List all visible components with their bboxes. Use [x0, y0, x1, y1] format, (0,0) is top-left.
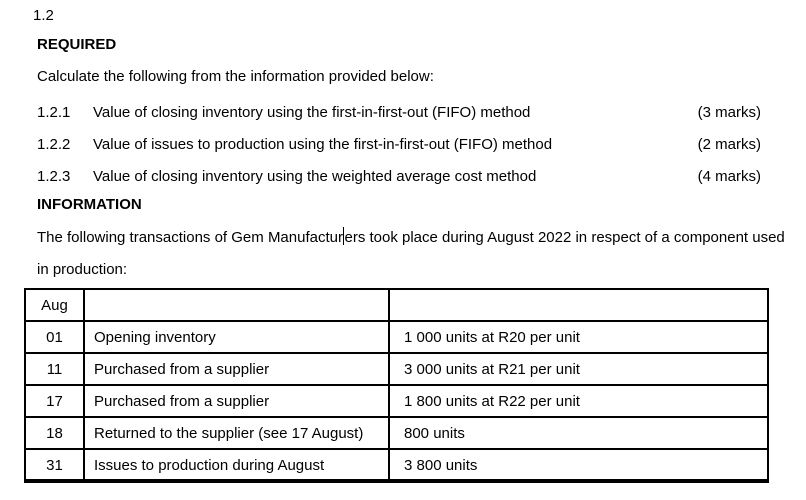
text-cursor: [342, 227, 345, 245]
cell-description: Purchased from a supplier: [83, 352, 390, 386]
cell-value: 800 units: [388, 416, 769, 450]
requirement-text: Value of closing inventory using the fir…: [93, 104, 531, 121]
cell-day: 11: [24, 352, 85, 386]
cell-description: Returned to the supplier (see 17 August): [83, 416, 390, 450]
cell-value: 1 800 units at R22 per unit: [388, 384, 769, 418]
requirement-marks: (3 marks): [697, 104, 761, 121]
table-header-row: Aug: [24, 288, 769, 322]
requirements-list: 1.2.1 Value of closing inventory using t…: [37, 97, 767, 193]
cell-description: Opening inventory: [83, 320, 390, 354]
transactions-table: Aug 01 Opening inventory 1 000 units at …: [24, 288, 769, 483]
transactions-table-grid: Aug 01 Opening inventory 1 000 units at …: [24, 288, 769, 483]
required-intro-text: Calculate the following from the informa…: [37, 68, 434, 85]
table-row: 18 Returned to the supplier (see 17 Augu…: [24, 416, 769, 450]
requirement-number: 1.2.2: [37, 136, 71, 153]
table-row: 11 Purchased from a supplier 3 000 units…: [24, 352, 769, 386]
requirement-item: 1.2.2 Value of issues to production usin…: [37, 129, 767, 161]
table-header-value: [388, 288, 769, 322]
requirement-text: Value of closing inventory using the wei…: [93, 168, 537, 185]
information-heading: INFORMATION: [37, 196, 142, 213]
cell-day: 01: [24, 320, 85, 354]
requirement-item: 1.2.1 Value of closing inventory using t…: [37, 97, 767, 129]
requirement-number: 1.2.3: [37, 168, 71, 185]
table-header-month: Aug: [24, 288, 85, 322]
cell-day: 31: [24, 448, 85, 483]
paragraph-text-before-cursor: The following transactions of Gem Manufa…: [37, 229, 343, 246]
table-row: 17 Purchased from a supplier 1 800 units…: [24, 384, 769, 418]
cell-description: Purchased from a supplier: [83, 384, 390, 418]
requirement-item: 1.2.3 Value of closing inventory using t…: [37, 161, 767, 193]
cell-value: 3 000 units at R21 per unit: [388, 352, 769, 386]
information-paragraph[interactable]: The following transactions of Gem Manufa…: [37, 222, 785, 286]
requirement-text: Value of issues to production using the …: [93, 136, 553, 153]
cell-day: 17: [24, 384, 85, 418]
table-row: 31 Issues to production during August 3 …: [24, 448, 769, 483]
required-heading: REQUIRED: [37, 36, 117, 53]
requirement-number: 1.2.1: [37, 104, 71, 121]
cell-description: Issues to production during August: [83, 448, 390, 483]
cell-value: 3 800 units: [388, 448, 769, 483]
paragraph-text-after-cursor: ers took place during August 2022 in res…: [37, 229, 785, 278]
requirement-marks: (2 marks): [697, 136, 761, 153]
cell-value: 1 000 units at R20 per unit: [388, 320, 769, 354]
cell-day: 18: [24, 416, 85, 450]
table-header-description: [83, 288, 390, 322]
section-number: 1.2: [33, 7, 54, 24]
requirement-marks: (4 marks): [697, 168, 761, 185]
table-row: 01 Opening inventory 1 000 units at R20 …: [24, 320, 769, 354]
